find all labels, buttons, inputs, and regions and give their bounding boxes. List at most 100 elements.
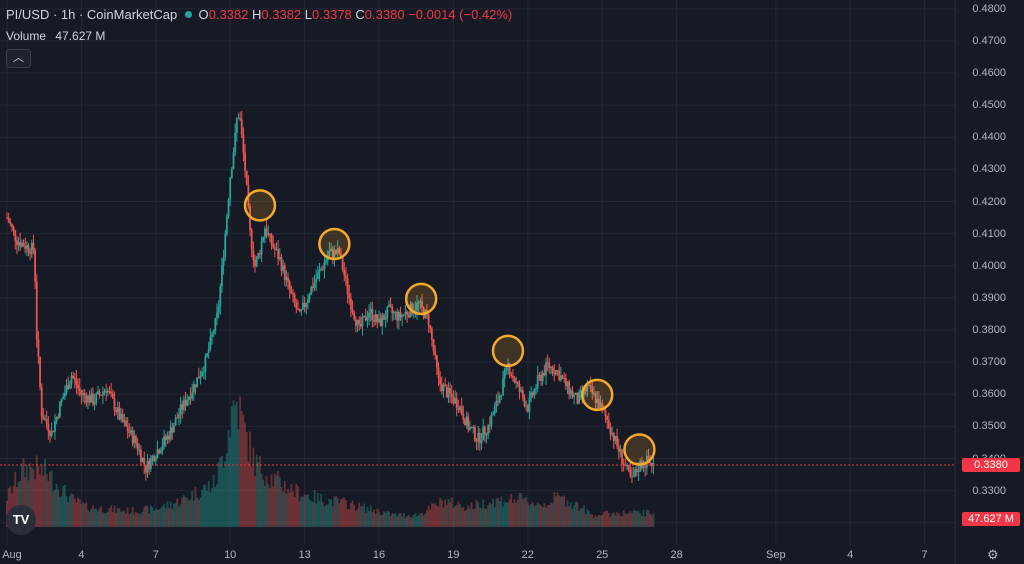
candle-body — [75, 379, 78, 386]
low-label: L — [304, 7, 313, 22]
candle-body — [318, 269, 321, 273]
candle-body — [308, 294, 311, 300]
volume-bar — [404, 517, 407, 527]
volume-bar — [92, 505, 94, 527]
volume-bar — [528, 505, 531, 527]
candle-body — [131, 429, 134, 444]
volume-bar — [515, 502, 518, 527]
candle-body — [488, 425, 491, 427]
volume-bar — [589, 513, 592, 527]
candle-body — [649, 462, 652, 464]
volume-bar — [32, 469, 35, 527]
candle-body — [335, 249, 337, 254]
candle-body — [392, 312, 395, 314]
tradingview-logo[interactable]: TV — [6, 505, 36, 535]
volume-bar — [444, 499, 447, 527]
candle-body — [331, 248, 334, 258]
volume-bar — [320, 494, 323, 527]
volume-bar — [156, 509, 159, 527]
candle-body — [239, 118, 242, 120]
candle-body — [356, 319, 359, 326]
volume-bar — [606, 510, 609, 527]
candle-body — [59, 402, 61, 418]
volume-bar — [498, 501, 501, 527]
candle-body — [354, 319, 357, 326]
volume-bar — [330, 499, 332, 527]
volume-bar — [376, 508, 379, 527]
volume-bar — [574, 501, 577, 527]
volume-bar — [59, 497, 61, 527]
candle-body — [526, 405, 529, 412]
volume-bar — [303, 494, 306, 527]
volume-bar — [45, 473, 48, 527]
volume-bar — [540, 506, 542, 527]
candle-body — [280, 257, 283, 271]
candle-body — [579, 390, 582, 393]
candle-body — [556, 370, 559, 372]
volume-bar — [176, 498, 179, 527]
volume-bar — [631, 513, 633, 527]
volume-bar — [273, 473, 276, 527]
candle-body — [531, 392, 534, 396]
candle-body — [606, 416, 609, 421]
chevron-up-icon[interactable]: ︿ — [6, 49, 31, 68]
candle-body — [464, 419, 466, 426]
volume-bar — [268, 487, 271, 527]
volume-bar — [502, 506, 504, 527]
candle-body — [411, 303, 413, 314]
candle-body — [417, 302, 420, 304]
candle-body — [555, 370, 557, 375]
volume-bar — [82, 502, 84, 527]
candle-body — [181, 404, 184, 410]
candle-body — [452, 396, 455, 404]
volume-bar — [411, 517, 413, 527]
candle-body — [217, 307, 220, 313]
volume-bar — [116, 508, 119, 527]
time-tick-label: 10 — [224, 549, 237, 561]
candle-body — [207, 349, 210, 354]
candle-body — [351, 309, 354, 313]
candle-body — [394, 312, 397, 314]
volume-bar — [262, 479, 265, 527]
candle-body — [52, 430, 55, 432]
candle-body — [386, 306, 389, 318]
volume-bar — [503, 501, 506, 527]
volume-bar — [235, 401, 238, 527]
candle-body — [292, 293, 294, 295]
candle-body — [391, 306, 394, 313]
volume-bar — [652, 513, 655, 527]
candle-body — [599, 402, 602, 408]
candle-body — [235, 118, 238, 133]
candle-body — [498, 395, 501, 403]
volume-bar — [617, 513, 620, 527]
volume-bar — [186, 498, 189, 527]
candle-body — [485, 434, 488, 436]
volume-bar — [634, 510, 637, 527]
candle-body — [629, 469, 632, 476]
volume-bar — [323, 506, 326, 527]
volume-bar — [161, 506, 164, 527]
volume-bar — [19, 480, 22, 527]
candle-body — [93, 402, 96, 405]
candle-body — [540, 375, 542, 382]
volume-bar — [591, 514, 594, 527]
volume-bar — [467, 505, 470, 527]
candle-body — [450, 393, 453, 397]
gear-icon[interactable]: ⚙ — [987, 547, 999, 562]
candle-body — [516, 382, 519, 384]
symbol-title[interactable]: PI/USD · 1h · CoinMarketCap — [6, 7, 178, 22]
candle-body — [621, 449, 623, 464]
candle-body — [576, 393, 579, 404]
candle-body — [467, 416, 470, 430]
candle-body — [90, 393, 93, 403]
volume-bar — [614, 515, 617, 527]
volume-bar — [199, 497, 202, 527]
volume-bar — [495, 498, 498, 527]
volume-bar — [426, 510, 428, 527]
volume-bar — [217, 462, 220, 527]
candle-body — [32, 242, 35, 251]
volume-bar — [257, 462, 260, 527]
time-tick-label: 19 — [447, 549, 460, 561]
candle-body — [272, 244, 275, 248]
